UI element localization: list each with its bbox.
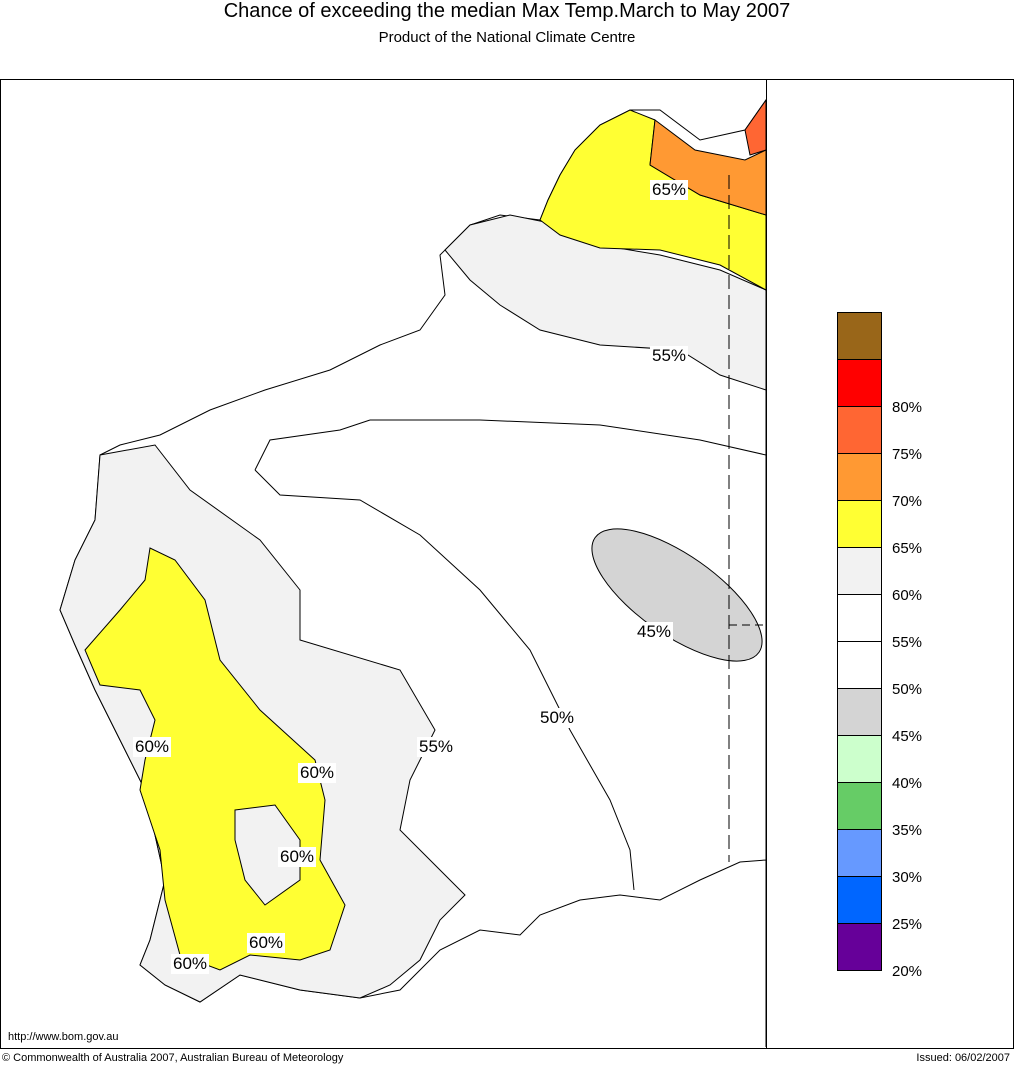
legend-swatch (837, 642, 882, 689)
contour-label-55-south: 55% (417, 737, 456, 757)
legend-label: 30% (892, 869, 923, 886)
legend-label: 65% (892, 540, 923, 557)
legend-swatch (837, 548, 882, 595)
legend-swatch (837, 689, 882, 736)
contour-label-60-east: 60% (298, 763, 337, 783)
probability-map (59, 99, 766, 1047)
legend-label: 75% (892, 446, 923, 463)
legend-swatch (837, 877, 882, 924)
copyright-notice: © Commonwealth of Australia 2007, Austra… (2, 1052, 344, 1064)
legend-label: 45% (892, 728, 923, 745)
legend-label: 70% (892, 493, 923, 510)
legend-swatch (837, 924, 882, 971)
legend-swatch (837, 736, 882, 783)
region-55-inner (234, 804, 301, 906)
contour-label-55-north: 55% (650, 346, 689, 366)
contour-label-60-southwest: 60% (171, 954, 210, 974)
contour-label-50: 50% (538, 708, 577, 728)
legend-swatch (837, 407, 882, 454)
map-subtitle: Product of the National Climate Centre (378, 29, 636, 46)
contour-label-60-inner: 60% (278, 847, 317, 867)
region-70-north (744, 99, 766, 156)
contour-label-60-south: 60% (247, 933, 286, 953)
legend-label: 35% (892, 822, 923, 839)
source-url: http://www.bom.gov.au (8, 1031, 119, 1043)
legend-label: 55% (892, 634, 923, 651)
legend-swatch (837, 312, 882, 360)
legend-label: 80% (892, 399, 923, 416)
legend-label: 25% (892, 916, 923, 933)
legend-swatch (837, 595, 882, 642)
legend-label: 50% (892, 681, 923, 698)
legend-label: 60% (892, 587, 923, 604)
legend-swatch (837, 360, 882, 407)
legend-swatch (837, 783, 882, 830)
issued-date: Issued: 06/02/2007 (916, 1052, 1010, 1064)
map-title: Chance of exceeding the median Max Temp.… (223, 0, 791, 22)
contour-label-60-west: 60% (133, 737, 172, 757)
legend-swatch (837, 454, 882, 501)
contour-label-65: 65% (650, 180, 689, 200)
region-65-north (649, 119, 766, 216)
contour-50 (254, 419, 766, 891)
legend-divider (766, 79, 767, 1048)
contour-label-45: 45% (635, 622, 674, 642)
legend-label: 40% (892, 775, 923, 792)
color-legend (837, 312, 882, 971)
legend-label: 20% (892, 963, 923, 980)
legend-swatch (837, 501, 882, 548)
legend-swatch (837, 830, 882, 877)
